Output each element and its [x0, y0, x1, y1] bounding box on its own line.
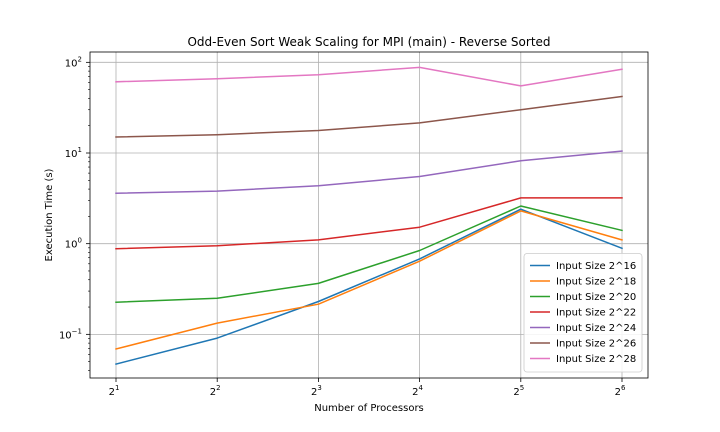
legend-entry: Input Size 2^22 [556, 308, 636, 319]
legend-entry: Input Size 2^28 [556, 354, 636, 365]
legend-entry: Input Size 2^20 [556, 292, 636, 303]
x-tick-label: 21 [109, 384, 120, 398]
legend-entry: Input Size 2^26 [556, 339, 636, 350]
y-tick-label: 10−1 [59, 327, 82, 341]
y-tick-label: 102 [65, 55, 82, 69]
x-axis: 21 22 23 24 25 26 [109, 378, 626, 398]
legend-entry: Input Size 2^24 [556, 323, 636, 334]
plot-frame [89, 51, 649, 379]
x-tick-label: 22 [210, 384, 221, 398]
x-tick-label: 23 [311, 384, 322, 398]
legend: Input Size 2^16 Input Size 2^18 Input Size… [523, 253, 643, 373]
legend-box [523, 253, 643, 373]
series-line-7 [115, 66, 623, 87]
y-tick-label: 100 [65, 237, 82, 251]
legend-entry: Input Size 2^16 [556, 261, 636, 272]
grid [90, 52, 648, 378]
x-tick-label: 26 [615, 384, 626, 398]
legend-entry: Input Size 2^18 [556, 277, 636, 288]
series-line-6 [115, 95, 623, 138]
series-layer [115, 66, 623, 366]
y-axis: 10−1 100 101 102 [59, 55, 90, 371]
series-line-4 [115, 197, 623, 250]
x-axis-label: Number of Processors [314, 403, 424, 414]
chart-title: Odd-Even Sort Weak Scaling for MPI (main… [187, 35, 550, 49]
y-axis-label: Execution Time (s) [44, 168, 55, 261]
series-line-5 [115, 150, 623, 194]
x-tick-label: 24 [412, 384, 423, 398]
x-tick-label: 25 [513, 384, 524, 398]
y-tick-label: 101 [65, 146, 82, 160]
series-line-2 [115, 210, 623, 350]
series-line-3 [115, 205, 623, 303]
